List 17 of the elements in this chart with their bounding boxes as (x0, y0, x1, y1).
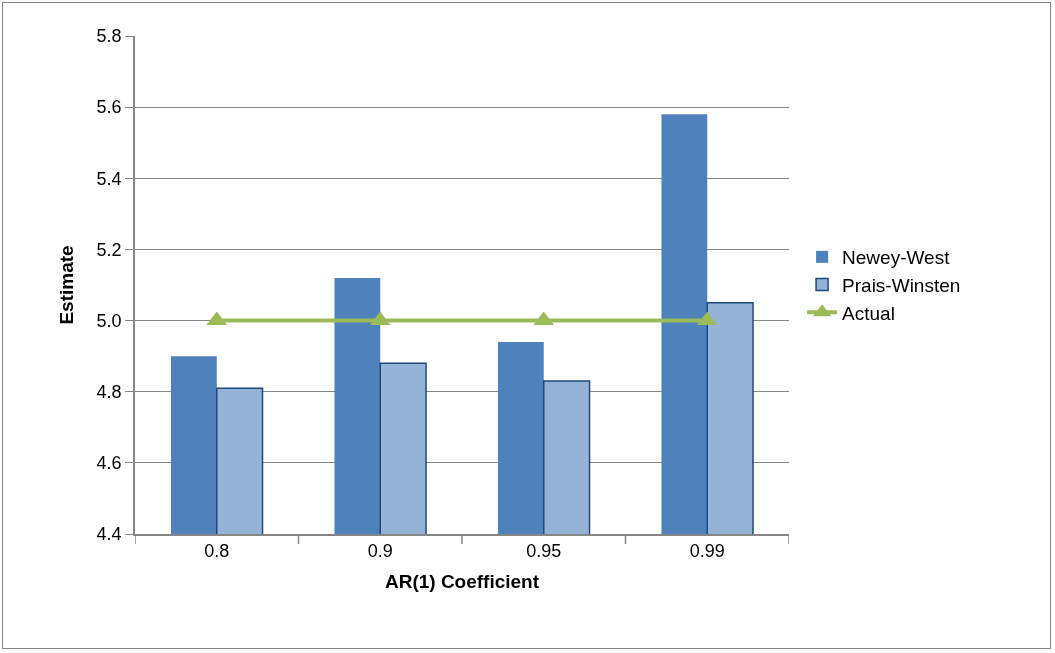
x-tick-label: 0.9 (367, 541, 393, 562)
y-tick-label: 5.8 (96, 26, 122, 47)
y-tick-label: 5.0 (96, 310, 122, 331)
legend-label: Actual (842, 302, 895, 324)
y-tick-label: 4.8 (96, 382, 122, 403)
y-tick-label: 5.6 (96, 97, 122, 118)
x-tick-label: 0.8 (204, 541, 230, 562)
x-axis-title: AR(1) Coefficient (384, 570, 540, 592)
y-tick-label: 5.2 (96, 239, 122, 260)
x-tick-label: 0.95 (526, 541, 562, 562)
legend-label: Newey-West (842, 247, 951, 269)
y-tick-label: 4.6 (96, 453, 122, 474)
legend-label: Prais-Winsten (842, 274, 961, 296)
y-tick-label: 4.4 (96, 524, 122, 545)
x-tick-label: 0.99 (689, 541, 725, 562)
y-axis-title: Estimate (55, 245, 77, 325)
y-tick-label: 5.4 (96, 168, 122, 189)
